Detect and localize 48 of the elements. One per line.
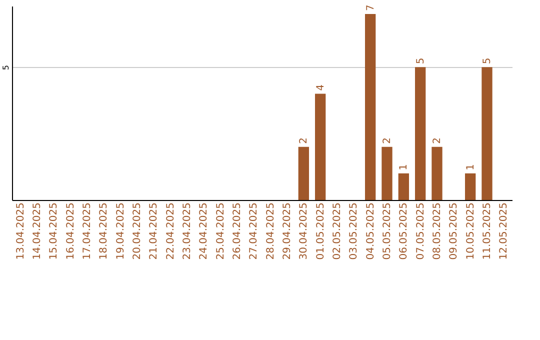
x-tick-label: 19.04.2025 bbox=[115, 202, 126, 260]
x-tick-label: 09.05.2025 bbox=[448, 202, 460, 260]
x-tick-label: 21.04.2025 bbox=[148, 202, 160, 260]
x-tick-label: 30.04.2025 bbox=[298, 202, 310, 260]
data-label: 5 bbox=[415, 58, 426, 64]
bar bbox=[482, 67, 492, 200]
x-tick-label: 20.04.2025 bbox=[132, 202, 143, 260]
bar bbox=[382, 146, 392, 200]
x-tick-label: 01.05.2025 bbox=[315, 202, 326, 260]
x-tick-label: 07.05.2025 bbox=[415, 202, 426, 260]
x-tick-label: 15.04.2025 bbox=[48, 202, 60, 260]
x-tick-label: 25.04.2025 bbox=[215, 202, 226, 260]
data-label: 2 bbox=[298, 137, 310, 144]
x-tick-label: 17.04.2025 bbox=[82, 202, 93, 260]
bar bbox=[298, 146, 309, 200]
bar bbox=[315, 94, 326, 200]
x-tick-label: 11.05.2025 bbox=[482, 202, 493, 260]
bar bbox=[415, 67, 426, 200]
x-tick-label: 08.05.2025 bbox=[432, 202, 443, 260]
x-tick-label: 22.04.2025 bbox=[165, 202, 176, 260]
data-label: 7 bbox=[365, 4, 376, 11]
x-tick-label: 12.05.2025 bbox=[498, 202, 510, 260]
x-tick-label: 27.04.2025 bbox=[248, 202, 260, 260]
bar bbox=[432, 146, 442, 200]
data-label: 1 bbox=[465, 164, 476, 170]
bar bbox=[398, 173, 409, 200]
x-tick-label: 10.05.2025 bbox=[465, 202, 476, 260]
x-tick-label: 02.05.2025 bbox=[332, 202, 343, 260]
x-tick-label: 18.04.2025 bbox=[98, 202, 110, 260]
bar bbox=[365, 14, 376, 200]
bar bbox=[465, 173, 476, 200]
data-label: 2 bbox=[432, 137, 443, 144]
x-tick-label: 05.05.2025 bbox=[382, 202, 393, 260]
data-label: 5 bbox=[482, 58, 493, 64]
x-tick-label: 28.04.2025 bbox=[265, 202, 276, 260]
data-label: 2 bbox=[382, 137, 393, 144]
x-tick-label: 13.04.2025 bbox=[15, 202, 26, 260]
data-label: 4 bbox=[315, 84, 326, 91]
x-tick-label: 04.05.2025 bbox=[365, 202, 376, 260]
x-tick-label: 03.05.2025 bbox=[348, 202, 360, 260]
x-tick-label: 06.05.2025 bbox=[398, 202, 410, 260]
x-tick-label: 16.04.2025 bbox=[65, 202, 76, 260]
x-tick-label: 26.04.2025 bbox=[232, 202, 243, 260]
x-tick-label: 14.04.2025 bbox=[32, 202, 43, 260]
x-tick-label: 24.04.2025 bbox=[198, 202, 210, 260]
x-tick-label: 29.04.2025 bbox=[282, 202, 293, 260]
x-tick-label: 23.04.2025 bbox=[182, 202, 193, 260]
data-label: 1 bbox=[398, 164, 410, 170]
